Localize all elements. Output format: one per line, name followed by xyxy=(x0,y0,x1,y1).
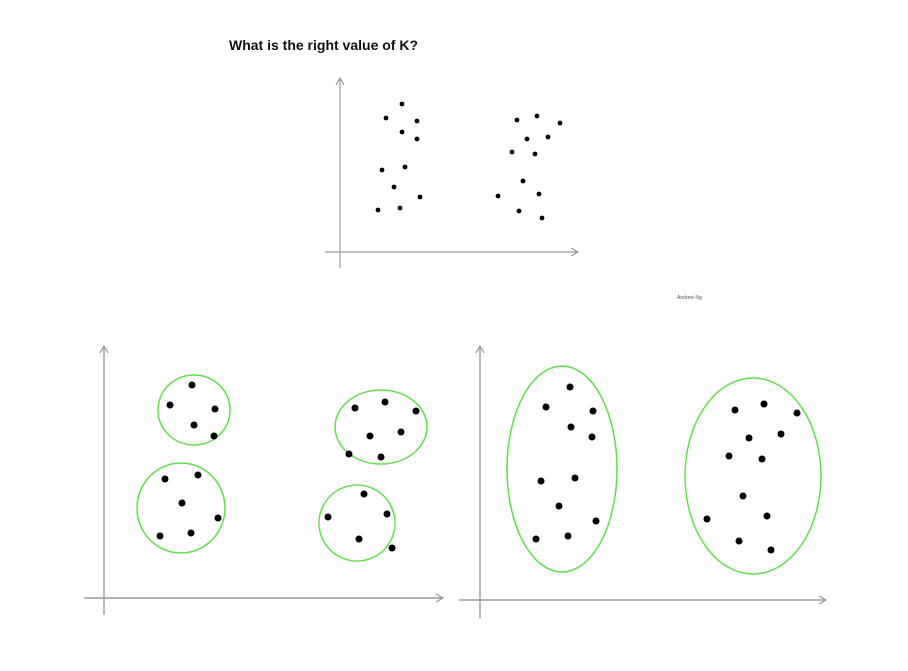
data-point xyxy=(532,151,538,157)
data-point xyxy=(516,208,522,214)
data-point xyxy=(557,120,563,126)
data-point xyxy=(495,193,501,199)
data-point xyxy=(190,421,198,429)
data-point xyxy=(381,398,389,406)
data-point xyxy=(383,115,389,121)
data-point xyxy=(351,404,359,412)
data-point xyxy=(763,512,771,520)
data-point xyxy=(388,544,396,552)
cluster-outline xyxy=(684,377,822,575)
data-point xyxy=(545,134,551,140)
data-point xyxy=(166,401,174,409)
data-point xyxy=(324,513,332,521)
data-point xyxy=(399,129,405,135)
data-point xyxy=(745,434,753,442)
data-point xyxy=(210,432,218,440)
data-point xyxy=(399,101,405,107)
data-point xyxy=(379,167,385,173)
right-cluster-outlines xyxy=(506,365,822,575)
data-point xyxy=(793,409,801,417)
bottom-right-plot xyxy=(459,344,828,618)
data-point xyxy=(355,535,363,543)
data-point xyxy=(509,149,515,155)
data-point xyxy=(566,383,574,391)
data-point xyxy=(536,191,542,197)
data-point xyxy=(187,529,195,537)
data-point xyxy=(588,433,596,441)
top-data-points xyxy=(375,101,563,221)
data-point xyxy=(412,407,420,415)
data-point xyxy=(777,430,785,438)
data-point xyxy=(414,118,420,124)
data-point xyxy=(524,136,530,142)
cluster-outline xyxy=(318,484,396,562)
data-point xyxy=(537,477,545,485)
cluster-outline xyxy=(506,365,618,573)
data-point xyxy=(156,532,164,540)
data-point xyxy=(760,400,768,408)
data-point xyxy=(391,184,397,190)
left-data-points xyxy=(156,381,420,552)
data-point xyxy=(417,194,423,200)
data-point xyxy=(520,178,526,184)
data-point xyxy=(397,205,403,211)
data-point xyxy=(402,164,408,170)
data-point xyxy=(377,453,385,461)
data-point xyxy=(414,136,420,142)
data-point xyxy=(589,407,597,415)
data-point xyxy=(366,432,374,440)
data-point xyxy=(514,117,520,123)
data-point xyxy=(703,515,711,523)
data-point xyxy=(211,405,219,413)
data-point xyxy=(592,517,600,525)
data-point xyxy=(360,490,368,498)
bottom-left-plot xyxy=(84,344,445,615)
data-point xyxy=(345,450,353,458)
data-point xyxy=(539,215,545,221)
data-point xyxy=(567,423,575,431)
data-point xyxy=(758,455,766,463)
cluster-outline xyxy=(136,462,226,554)
left-cluster-outlines xyxy=(136,374,428,562)
data-point xyxy=(767,546,775,554)
data-point xyxy=(178,499,186,507)
top-plot xyxy=(325,76,580,268)
author-credit: Andrew Ng xyxy=(677,295,702,301)
right-data-points xyxy=(532,383,801,554)
data-point xyxy=(161,475,169,483)
data-point xyxy=(542,403,550,411)
data-point xyxy=(735,537,743,545)
slide-title: What is the right value of K? xyxy=(229,37,419,53)
data-point xyxy=(188,381,196,389)
cluster-outline xyxy=(157,374,231,446)
data-point xyxy=(739,492,747,500)
data-point xyxy=(375,207,381,213)
data-point xyxy=(397,428,405,436)
data-point xyxy=(571,474,579,482)
data-point xyxy=(214,514,222,522)
data-point xyxy=(555,502,563,510)
data-point xyxy=(383,510,391,518)
data-point xyxy=(564,532,572,540)
data-point xyxy=(532,535,540,543)
data-point xyxy=(534,113,540,119)
data-point xyxy=(731,406,739,414)
cluster-outline xyxy=(334,389,428,465)
data-point xyxy=(725,452,733,460)
data-point xyxy=(194,471,202,479)
